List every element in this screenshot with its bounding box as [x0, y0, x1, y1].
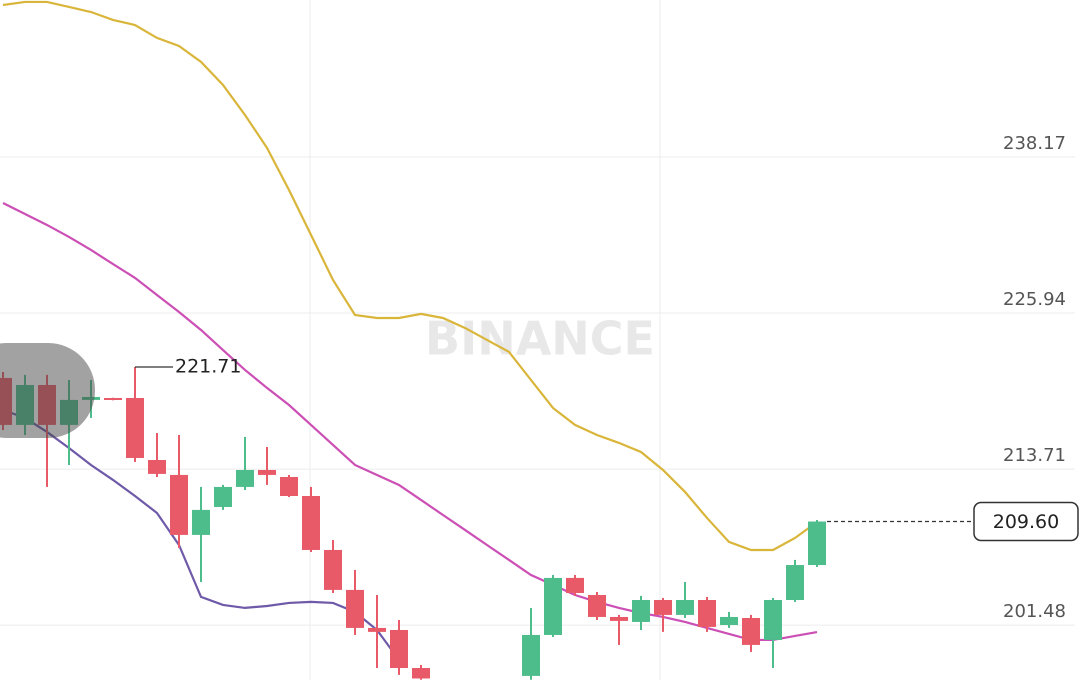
ma-line	[2, 0, 818, 552]
candle-body	[764, 599, 782, 640]
candle-body	[104, 397, 122, 400]
high-label: 221.71	[175, 355, 241, 377]
candle-body	[280, 476, 298, 496]
candle-body	[588, 595, 606, 617]
y-tick-label: 213.71	[1003, 445, 1066, 466]
candle-body	[566, 577, 584, 593]
candle-body	[808, 521, 826, 566]
y-tick-label: 225.94	[1003, 289, 1066, 310]
candle-body	[368, 627, 386, 632]
candle-body	[214, 486, 232, 507]
candle-body	[258, 469, 276, 475]
candle-body	[654, 599, 672, 615]
candle-body	[324, 549, 342, 590]
watermark: BINANCE	[425, 312, 655, 366]
grid: 238.17 225.94 213.71 201.48	[0, 133, 1075, 626]
candle-body	[126, 397, 144, 458]
candle-body	[698, 599, 716, 627]
candle-body	[302, 495, 320, 550]
candle-body	[522, 634, 540, 676]
candle-body	[236, 469, 254, 487]
candle-body	[786, 565, 804, 600]
candle-body	[676, 599, 694, 615]
candle-body	[742, 617, 760, 645]
y-tick-label: 201.48	[1003, 601, 1066, 622]
candle-body	[412, 668, 430, 679]
last-price-label: 209.60	[993, 511, 1059, 533]
y-tick-label: 238.17	[1003, 133, 1066, 154]
overlay-button[interactable]	[0, 343, 95, 438]
candle-body	[390, 629, 408, 669]
candle-body	[544, 577, 562, 635]
candle-body	[610, 616, 628, 621]
candle-body	[148, 460, 166, 474]
candle-body	[192, 509, 210, 535]
candle-body	[720, 616, 738, 626]
ma-line	[2, 202, 818, 642]
candle-body	[632, 599, 650, 622]
candle-body	[346, 589, 364, 628]
last-price-box	[973, 501, 1079, 542]
candle-body	[170, 474, 188, 535]
